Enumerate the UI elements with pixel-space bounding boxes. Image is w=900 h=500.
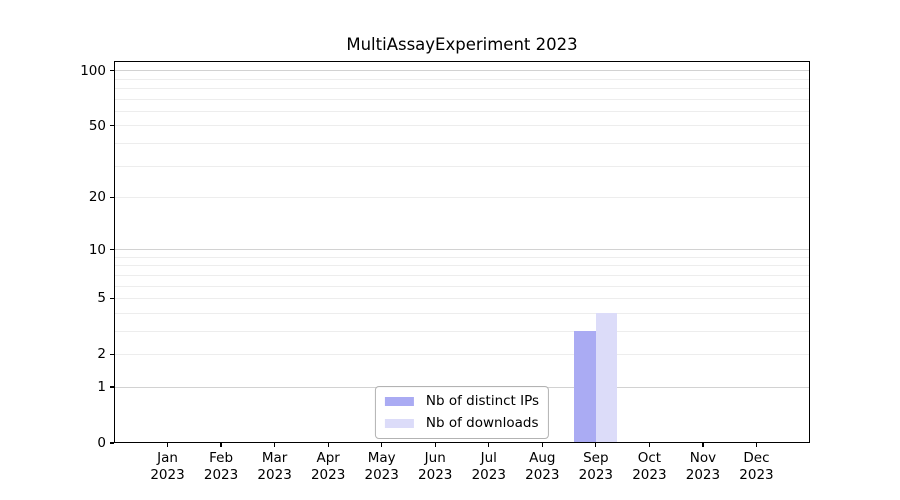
x-tick-mark — [220, 443, 222, 447]
x-tick-label-year: 2023 — [685, 466, 721, 483]
x-tick-mark — [702, 443, 704, 447]
x-tick-label: Jul 2023 — [444, 450, 534, 483]
legend-swatch-downloads — [384, 418, 414, 428]
x-tick-label: Nov 2023 — [658, 450, 748, 483]
gridline-minor — [114, 265, 810, 267]
bar-nb-of-downloads — [595, 313, 618, 443]
x-tick-label-month: Mar — [261, 450, 288, 466]
y-tick-mark — [110, 70, 114, 72]
x-tick-label: May 2023 — [337, 450, 427, 483]
x-tick-label-year: 2023 — [203, 466, 239, 483]
y-tick-label: 1 — [97, 379, 106, 396]
x-tick-label: Apr 2023 — [283, 450, 373, 483]
x-tick-label-year: 2023 — [364, 466, 399, 483]
gridline-minor — [114, 285, 810, 287]
gridline-minor — [114, 330, 810, 332]
y-tick-mark — [110, 442, 114, 444]
x-tick-label-year: 2023 — [150, 466, 185, 483]
gridline-minor — [114, 196, 810, 198]
gridline-minor — [114, 98, 810, 100]
gridline-minor — [114, 125, 810, 127]
x-tick-label-month: Feb — [209, 450, 234, 466]
x-tick-label-month: Jun — [424, 450, 446, 466]
legend-label-distinct-ips: Nb of distinct IPs — [425, 393, 540, 409]
x-tick-mark — [648, 443, 650, 447]
y-tick-label: 0 — [97, 435, 106, 451]
gridline-major — [114, 70, 810, 72]
x-tick-label-year: 2023 — [578, 466, 614, 483]
x-tick-label-year: 2023 — [310, 466, 346, 483]
gridline-minor — [114, 297, 810, 299]
y-tick-mark — [110, 297, 114, 300]
x-tick-label-month: Aug — [529, 450, 556, 466]
gridline-minor — [114, 165, 810, 167]
legend-item-downloads: Nb of downloads — [384, 415, 539, 431]
x-tick-label-month: Apr — [316, 450, 340, 466]
x-tick-label: Feb 2023 — [176, 450, 266, 483]
x-tick-label: Jun 2023 — [390, 450, 480, 483]
y-tick-mark — [110, 196, 114, 199]
gridline-minor — [114, 274, 810, 276]
y-tick-mark — [110, 353, 114, 355]
gridline-minor — [114, 88, 810, 90]
chart-title: MultiAssayExperiment 2023 — [346, 35, 578, 54]
x-tick-label-year: 2023 — [632, 466, 667, 483]
gridline-minor — [114, 142, 810, 144]
y-tick-mark — [110, 248, 114, 251]
gridline-minor — [114, 78, 810, 80]
y-tick-mark — [110, 125, 114, 127]
y-tick-label: 5 — [97, 290, 106, 307]
x-tick-mark — [434, 443, 436, 447]
legend-swatch-distinct-ips — [384, 396, 414, 406]
x-tick-mark — [755, 443, 758, 447]
legend-label-downloads: Nb of downloads — [425, 415, 539, 431]
x-tick-label-month: Jan — [157, 450, 178, 466]
legend: Nb of distinct IPs Nb of downloads — [374, 386, 550, 439]
x-tick-label: Aug 2023 — [497, 450, 587, 483]
x-tick-label-month: Oct — [637, 450, 662, 466]
x-tick-mark — [595, 443, 597, 447]
y-tick-label: 10 — [88, 241, 106, 258]
x-tick-label: Oct 2023 — [604, 450, 694, 483]
x-tick-mark — [166, 443, 169, 447]
x-tick-label-month: Sep — [583, 450, 609, 466]
x-tick-label: Dec 2023 — [711, 450, 801, 483]
bar-nb-of-distinct-ips — [574, 331, 596, 443]
x-tick-mark — [327, 443, 329, 447]
gridline-major — [114, 249, 810, 251]
x-tick-label-year: 2023 — [739, 466, 774, 483]
y-tick-label: 50 — [88, 117, 106, 134]
gridline-minor — [114, 312, 810, 314]
legend-item-distinct-ips: Nb of distinct IPs — [384, 393, 540, 409]
x-tick-mark — [274, 443, 276, 447]
x-tick-label-month: Nov — [689, 450, 717, 466]
x-tick-label-year: 2023 — [471, 466, 506, 483]
x-tick-label-month: Jul — [480, 450, 497, 466]
gridline-minor — [114, 110, 810, 112]
x-tick-label-year: 2023 — [525, 466, 560, 483]
x-tick-label-year: 2023 — [257, 466, 292, 483]
x-tick-mark — [488, 443, 490, 447]
y-tick-label: 20 — [88, 189, 106, 206]
x-tick-label: Mar 2023 — [230, 450, 320, 483]
plot-area: Nb of distinct IPs Nb of downloads — [114, 61, 810, 443]
y-tick-label: 2 — [97, 346, 106, 363]
y-tick-label: 100 — [80, 62, 106, 79]
gridline-minor — [114, 353, 810, 355]
x-tick-label-month: Dec — [743, 450, 770, 466]
x-tick-label-year: 2023 — [418, 466, 453, 483]
x-tick-mark — [541, 443, 543, 447]
x-tick-label-month: May — [367, 450, 396, 466]
x-tick-label: Jan 2023 — [123, 450, 213, 483]
gridline-minor — [114, 256, 810, 258]
x-tick-label: Sep 2023 — [551, 450, 641, 483]
y-tick-mark — [110, 386, 114, 388]
x-tick-mark — [381, 443, 383, 447]
